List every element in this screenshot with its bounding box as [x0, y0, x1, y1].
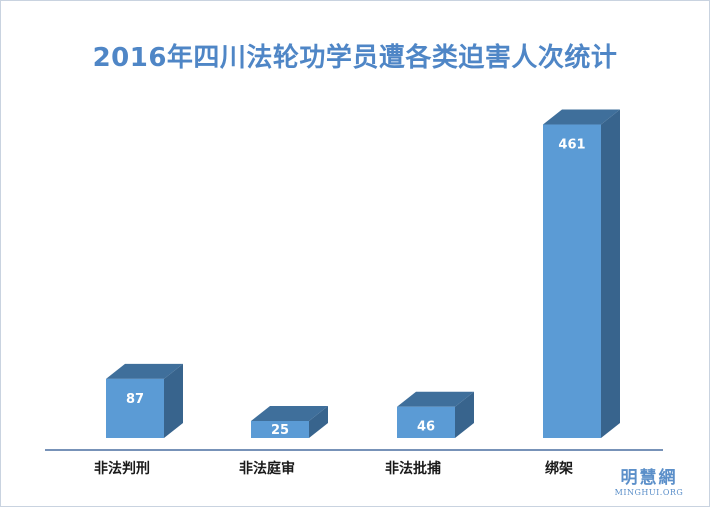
bar-top-0 [106, 363, 183, 379]
bar-2 [397, 406, 455, 438]
bar-value-label-1: 25 [271, 423, 289, 438]
category-label-1: 非法庭审 [239, 460, 295, 477]
bar-top-3 [543, 109, 620, 125]
bar-value-label-3: 461 [558, 138, 585, 153]
bar-side-3 [601, 109, 620, 439]
bar-side-0 [164, 363, 183, 438]
category-label-0: 非法判刑 [94, 460, 150, 477]
watermark-en: MINGHUI.ORG [614, 488, 684, 497]
category-label-2: 非法批捕 [385, 460, 441, 477]
bar-value-label-0: 87 [126, 392, 144, 407]
bar-3 [543, 124, 601, 439]
bar-side-1 [309, 406, 328, 438]
bar-top-1 [251, 406, 328, 421]
watermark-cn: 明慧網 [620, 468, 678, 488]
bar-1 [251, 421, 309, 438]
chart-title: 2016年四川法轮功学员遭各类迫害人次统计 [92, 43, 618, 73]
minghui-watermark: 明慧網 MINGHUI.ORG [599, 463, 699, 497]
category-label-3: 绑架 [545, 460, 573, 477]
bar-value-label-2: 46 [417, 420, 435, 435]
bar-0 [106, 378, 164, 438]
bar-top-2 [397, 391, 474, 407]
bar-side-2 [455, 391, 474, 438]
